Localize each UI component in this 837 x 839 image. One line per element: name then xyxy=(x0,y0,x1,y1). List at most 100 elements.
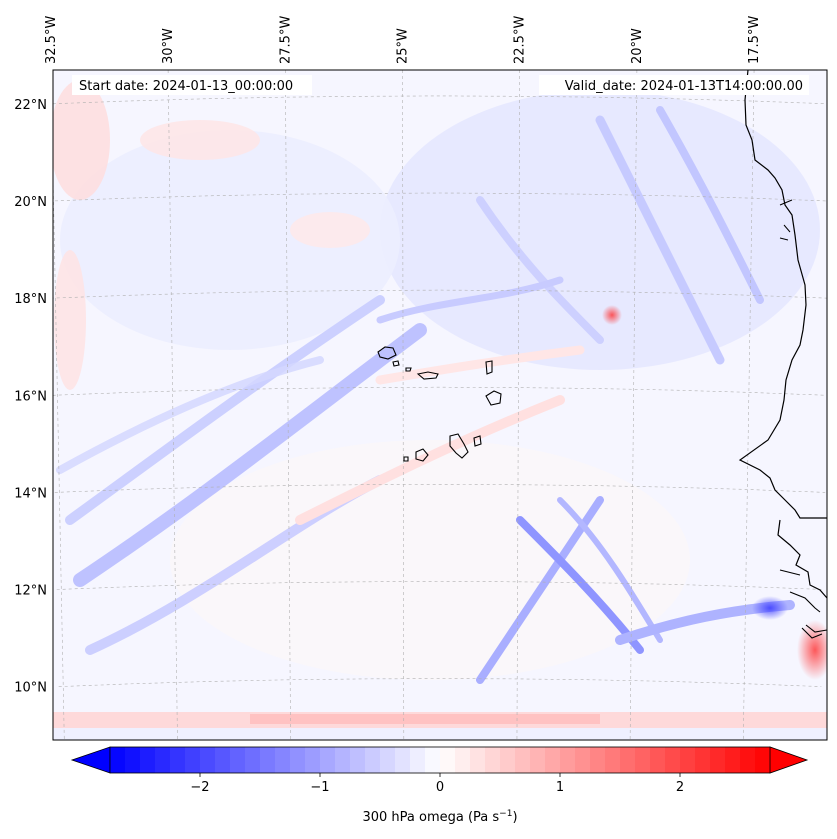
colorbar-segment xyxy=(260,747,276,773)
omega-band xyxy=(516,516,644,654)
colorbar-segment xyxy=(635,747,651,773)
omega-band xyxy=(557,497,663,643)
island-santiago xyxy=(449,433,469,459)
omega-band xyxy=(476,196,604,344)
coastline-west-africa xyxy=(779,569,827,639)
colorbar-segment xyxy=(230,747,246,773)
start-date-box xyxy=(72,75,312,95)
parallel-line xyxy=(53,289,827,299)
colorbar-segment xyxy=(665,747,681,773)
colorbar-segment xyxy=(680,747,696,773)
omega-field xyxy=(53,80,827,740)
colorbar-segment xyxy=(530,747,546,773)
omega-band xyxy=(375,345,585,385)
colorbar-segment xyxy=(485,747,501,773)
latitude-label: 18°N xyxy=(14,292,47,307)
colorbar-label: 300 hPa omega (Pa s−1) xyxy=(362,809,517,825)
colorbar-segment xyxy=(335,747,351,773)
island-sal xyxy=(485,360,493,375)
latitude-label: 20°N xyxy=(14,195,47,210)
colorbar-ticks: −2 −1 0 1 2 xyxy=(190,773,684,795)
meridian-line xyxy=(402,70,405,740)
meridian-line xyxy=(53,159,65,740)
omega-patch xyxy=(140,120,260,160)
coastline-west-africa xyxy=(779,199,793,241)
coastline-west-africa xyxy=(738,70,827,519)
colorbar-segment xyxy=(605,747,621,773)
colorbar-segment xyxy=(515,747,531,773)
omega-patch xyxy=(60,130,400,350)
colorbar-segment xyxy=(395,747,411,773)
colorbar-segment xyxy=(620,747,636,773)
omega-patch xyxy=(380,90,820,370)
colorbar-segment xyxy=(245,747,261,773)
colorbar-segment xyxy=(740,747,756,773)
colorbar-segment xyxy=(440,747,456,773)
parallel-line xyxy=(54,484,826,493)
map-panel: Start date: 2024-01-13_00:00:00 Valid_da… xyxy=(53,70,827,740)
colorbar-segment xyxy=(140,747,156,773)
parallel-line xyxy=(53,192,827,202)
omega-patch xyxy=(602,305,622,325)
longitude-label: 30°W xyxy=(161,28,176,64)
colorbar-segment xyxy=(455,747,471,773)
colorbar-segment xyxy=(380,747,396,773)
colorbar-segment xyxy=(155,747,171,773)
colorbar-segment xyxy=(185,747,201,773)
colorbar-segment xyxy=(110,747,126,773)
colorbar-segment xyxy=(410,747,426,773)
colorbar-segment xyxy=(320,747,336,773)
omega-max-negative xyxy=(752,596,788,620)
colorbar-segment xyxy=(200,747,216,773)
colorbar-tick-label: −2 xyxy=(190,780,209,795)
map-frame xyxy=(52,69,828,741)
colorbar-segment xyxy=(350,747,366,773)
colorbar-segment xyxy=(275,747,291,773)
gridlines xyxy=(53,70,827,740)
colorbar-segments xyxy=(110,747,771,773)
colorbar-segment xyxy=(215,747,231,773)
cape-verde-islands xyxy=(377,346,502,462)
longitude-label: 17.5°W xyxy=(747,16,762,64)
island-santo-antao xyxy=(377,346,397,360)
latitude-label: 10°N xyxy=(14,681,47,696)
island-sao-vicente xyxy=(392,360,400,367)
latitude-label: 16°N xyxy=(14,389,47,404)
latitude-label: 22°N xyxy=(14,98,47,113)
colorbar-tick-label: 0 xyxy=(436,780,444,795)
longitude-labels: 32.5°W 30°W 27.5°W 25°W 22.5°W 20°W 17.5°W xyxy=(44,16,762,64)
colorbar-segment xyxy=(710,747,726,773)
colorbar-extend-high xyxy=(769,746,809,774)
omega-patch xyxy=(54,250,86,390)
omega-patch xyxy=(290,212,370,248)
colorbar-segment xyxy=(365,747,381,773)
colorbar-tick-label: 2 xyxy=(676,780,684,795)
island-boa-vista xyxy=(485,390,502,406)
longitude-label: 25°W xyxy=(396,28,411,64)
colorbar-segment xyxy=(290,747,306,773)
colorbar-segment xyxy=(305,747,321,773)
omega-band xyxy=(295,395,565,525)
colorbar-segment xyxy=(125,747,141,773)
coastline-west-africa xyxy=(777,519,827,599)
latitude-label: 14°N xyxy=(14,486,47,501)
colorbar-segment xyxy=(500,747,516,773)
meridian-line xyxy=(742,70,755,740)
meridian-line xyxy=(629,70,638,740)
colorbar-segment xyxy=(590,747,606,773)
colorbar-tick-label: −1 xyxy=(310,780,329,795)
colorbar-segment xyxy=(560,747,576,773)
colorbar: −2 −1 0 1 2 300 hPa omega (Pa s−1) xyxy=(70,746,809,825)
omega-band xyxy=(73,323,427,587)
island-maio xyxy=(473,435,482,447)
meridian-line xyxy=(516,70,520,740)
omega-strip-south xyxy=(250,714,600,724)
colorbar-segment xyxy=(170,747,186,773)
meridian-line xyxy=(285,70,291,740)
island-brava xyxy=(403,456,409,462)
colorbar-segment xyxy=(575,747,591,773)
parallel-line xyxy=(56,581,824,590)
colorbar-segment xyxy=(650,747,666,773)
latitude-label: 12°N xyxy=(14,584,47,599)
